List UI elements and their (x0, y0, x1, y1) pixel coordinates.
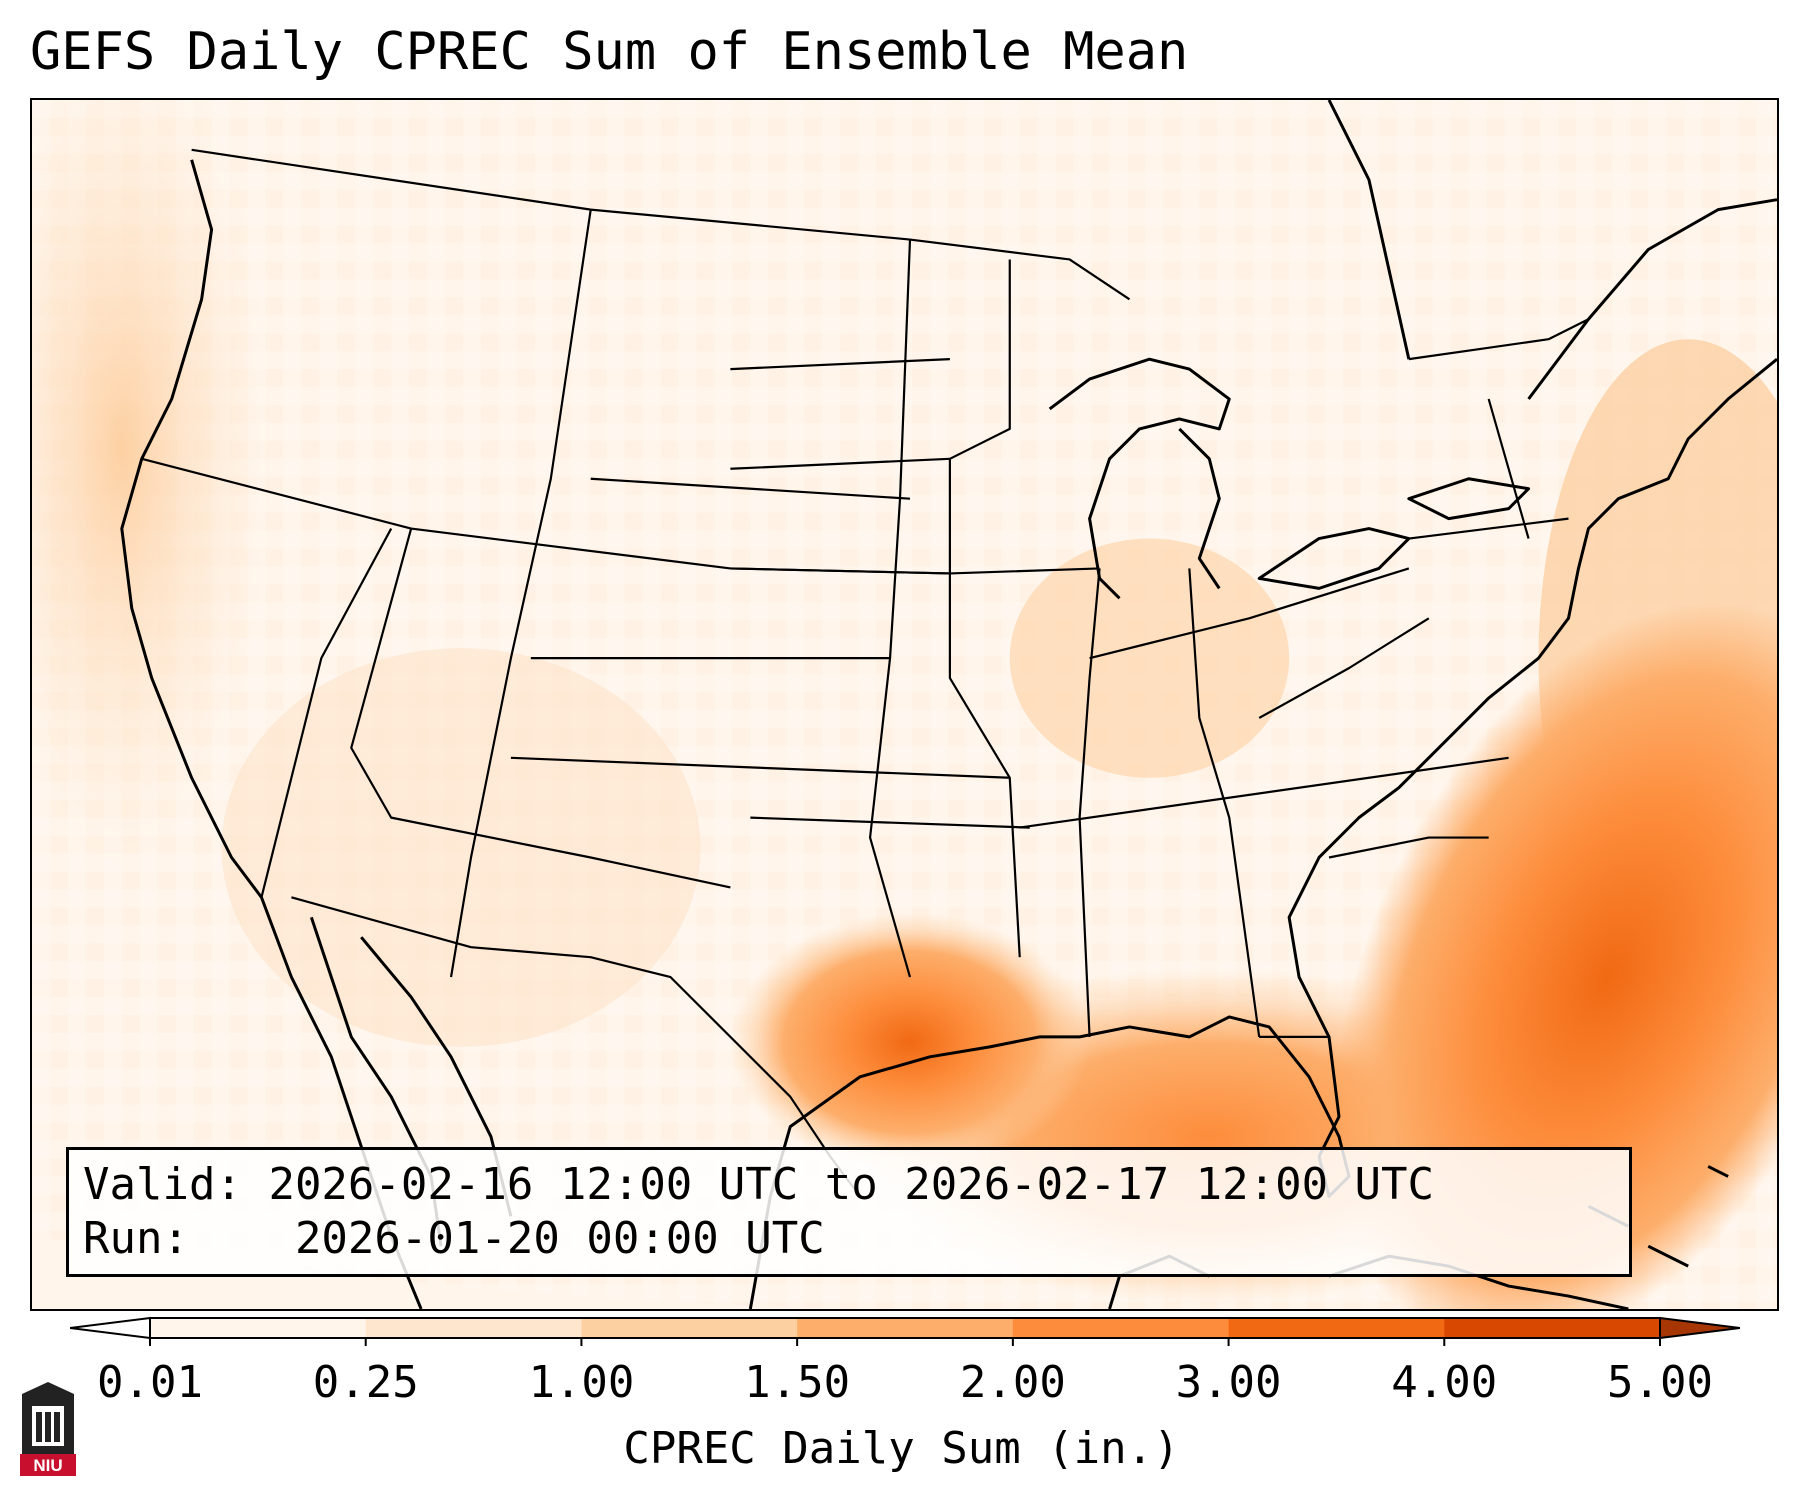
colorbar-outline (149, 1317, 1661, 1339)
colorbar-segment (1444, 1318, 1661, 1338)
projection-edge (32, 1236, 1230, 1309)
colorbar-segment (581, 1318, 798, 1338)
svg-text:NIU: NIU (33, 1456, 62, 1475)
run-value: 2026-01-20 00:00 UTC (294, 1213, 825, 1264)
colorbar-segment (1012, 1318, 1230, 1338)
colorbar-tick-label: 0.01 (97, 1357, 203, 1408)
colorbar-segment (150, 1318, 367, 1338)
precip-southwest (221, 648, 701, 1047)
colorbar-segment (1228, 1318, 1445, 1338)
precip-pacific (32, 100, 272, 868)
colorbar-tick-label: 5.00 (1607, 1357, 1713, 1408)
precip-ohio-valley (1009, 538, 1290, 778)
colorbar-tick-label: 0.25 (312, 1357, 419, 1408)
colorbar-under-extension (70, 1316, 151, 1340)
colorbar-segment (365, 1318, 582, 1338)
map-title: GEFS Daily CPREC Sum of Ensemble Mean (30, 22, 1189, 82)
colorbar-over-extension (1659, 1316, 1740, 1340)
borders (141, 148, 1589, 1198)
run-label: Run: (83, 1213, 189, 1264)
colorbar-segment (797, 1318, 1014, 1338)
validity-info-box: Valid: 2026-02-16 12:00 UTC to 2026-02-1… (66, 1147, 1632, 1277)
colorbar-tick-label: 3.00 (1175, 1357, 1282, 1408)
niu-logo: NIU (20, 1382, 76, 1476)
map-panel (30, 98, 1779, 1311)
colorbar (70, 1316, 1740, 1346)
colorbar-label: CPREC Daily Sum (in.) (623, 1423, 1180, 1474)
colorbar-tick-label: 1.50 (744, 1357, 851, 1408)
colorbar-tick-label: 1.00 (528, 1357, 635, 1408)
precip-texas-max (730, 912, 1090, 1172)
colorbar-tick-label: 4.00 (1391, 1357, 1498, 1408)
colorbar-tick-label: 2.00 (959, 1357, 1066, 1408)
map-canvas (32, 100, 1777, 1309)
valid-label: Valid: (83, 1159, 242, 1210)
valid-value: 2026-02-16 12:00 UTC to 2026-02-17 12:00… (268, 1159, 1435, 1210)
